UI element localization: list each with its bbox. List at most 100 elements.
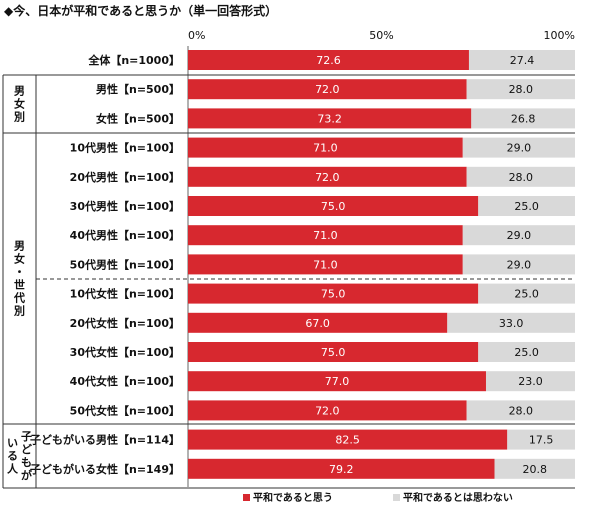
data-label-peaceful: 82.5 [335, 434, 360, 447]
bar-not-peaceful [466, 166, 575, 187]
data-label-not-peaceful: 33.0 [499, 317, 524, 330]
data-label-not-peaceful: 23.0 [518, 375, 543, 388]
data-label-not-peaceful: 20.8 [523, 463, 548, 476]
data-label-not-peaceful: 17.5 [529, 434, 554, 447]
bar-peaceful [188, 196, 479, 216]
data-label-peaceful: 73.2 [317, 112, 342, 125]
bar-not-peaceful [478, 283, 575, 304]
data-label-not-peaceful: 26.8 [511, 112, 536, 125]
bar-peaceful [188, 166, 467, 187]
bar-peaceful [188, 371, 486, 392]
category-label: 40代女性【n=100】 [70, 374, 180, 388]
bar-peaceful [188, 225, 463, 246]
bar-peaceful [188, 50, 469, 70]
group-label-char: 子 [21, 430, 32, 443]
data-label-not-peaceful: 28.0 [509, 83, 534, 96]
group-label-char: 女 [14, 252, 25, 266]
group-label-column: いる人 [7, 437, 19, 476]
data-label-not-peaceful: 29.0 [507, 229, 532, 242]
group-label-char: 男 [14, 85, 25, 98]
group-label-char: 人 [7, 462, 19, 476]
bar-not-peaceful [447, 312, 575, 333]
group-label-char: 別 [13, 304, 25, 318]
group-label-char: が [21, 468, 32, 482]
group-label-char: ・ [14, 266, 25, 279]
legend-label-not-peaceful: 平和であるとは思わない [403, 491, 513, 504]
group-label-char: ど [21, 443, 32, 456]
bar-not-peaceful [468, 50, 575, 70]
bar-peaceful [188, 283, 479, 304]
bar-peaceful [188, 108, 472, 129]
legend-swatch-peaceful [243, 494, 250, 501]
data-label-not-peaceful: 29.0 [507, 258, 532, 271]
category-label: 10代男性【n=100】 [70, 141, 180, 155]
group-label-char: 男 [14, 240, 25, 253]
bar-not-peaceful [466, 79, 575, 100]
group-label-char: 女 [14, 97, 25, 111]
data-label-peaceful: 77.0 [325, 375, 350, 388]
legend-label-peaceful: 平和であると思う [253, 491, 333, 504]
category-label: 子どもがいる女性【n=149】 [30, 462, 180, 476]
bar-peaceful [188, 458, 495, 479]
bar-peaceful [188, 429, 508, 450]
bar-peaceful [188, 254, 463, 275]
data-label-not-peaceful: 25.0 [514, 288, 539, 301]
bar-peaceful [188, 79, 467, 100]
data-label-not-peaceful: 29.0 [507, 142, 532, 155]
bar-not-peaceful [478, 342, 575, 362]
bar-not-peaceful [485, 371, 575, 392]
bar-not-peaceful [462, 225, 575, 246]
category-label: 50代女性【n=100】 [70, 403, 180, 417]
data-label-peaceful: 72.0 [315, 171, 340, 184]
chart-title: ◆今、日本が平和であると思うか（単一回答形式） [4, 4, 278, 18]
data-label-peaceful: 72.6 [316, 54, 341, 67]
x-tick-label: 0% [188, 29, 205, 42]
category-label: 女性【n=500】 [96, 111, 180, 125]
data-label-peaceful: 72.0 [315, 404, 340, 417]
bar-not-peaceful [466, 400, 575, 421]
data-label-not-peaceful: 28.0 [509, 171, 534, 184]
category-label: 全体【n=1000】 [87, 53, 180, 67]
data-label-peaceful: 71.0 [313, 229, 338, 242]
data-label-peaceful: 79.2 [329, 463, 354, 476]
category-label: 男性【n=500】 [96, 82, 180, 96]
data-label-not-peaceful: 28.0 [509, 404, 534, 417]
bar-peaceful [188, 137, 463, 158]
bar-not-peaceful [494, 458, 575, 479]
data-label-peaceful: 71.0 [313, 142, 338, 155]
data-label-not-peaceful: 27.4 [510, 54, 535, 67]
data-label-peaceful: 75.0 [321, 346, 346, 359]
data-label-not-peaceful: 25.0 [514, 200, 539, 213]
group-label-char: 別 [13, 110, 25, 124]
group-label-char: い [7, 437, 18, 450]
category-label: 30代男性【n=100】 [70, 199, 180, 213]
bar-not-peaceful [507, 429, 575, 450]
data-label-peaceful: 71.0 [313, 258, 338, 271]
group-label-column: 男女・世代別 [13, 240, 25, 318]
category-label: 子どもがいる男性【n=114】 [30, 433, 180, 447]
category-label: 20代男性【n=100】 [70, 170, 180, 184]
data-label-peaceful: 75.0 [321, 200, 346, 213]
bar-peaceful [188, 400, 467, 421]
bar-peaceful [188, 312, 448, 333]
legend-swatch-not-peaceful [393, 494, 400, 501]
group-label-char: も [21, 456, 32, 469]
group-label-column: 子どもが [21, 430, 32, 482]
data-label-peaceful: 75.0 [321, 288, 346, 301]
bar-not-peaceful [462, 254, 575, 275]
category-label: 50代男性【n=100】 [70, 257, 180, 271]
group-label-char: る [7, 450, 18, 463]
group-label-column: 男女別 [13, 85, 25, 124]
category-label: 20代女性【n=100】 [70, 316, 180, 330]
x-tick-label: 50% [369, 29, 393, 42]
data-label-not-peaceful: 25.0 [514, 346, 539, 359]
group-label-char: 代 [13, 291, 25, 305]
bar-not-peaceful [471, 108, 575, 129]
bar-peaceful [188, 342, 479, 362]
data-label-peaceful: 72.0 [315, 83, 340, 96]
data-label-peaceful: 67.0 [305, 317, 330, 330]
category-label: 30代女性【n=100】 [70, 345, 180, 359]
bar-not-peaceful [462, 137, 575, 158]
bar-not-peaceful [478, 196, 575, 216]
